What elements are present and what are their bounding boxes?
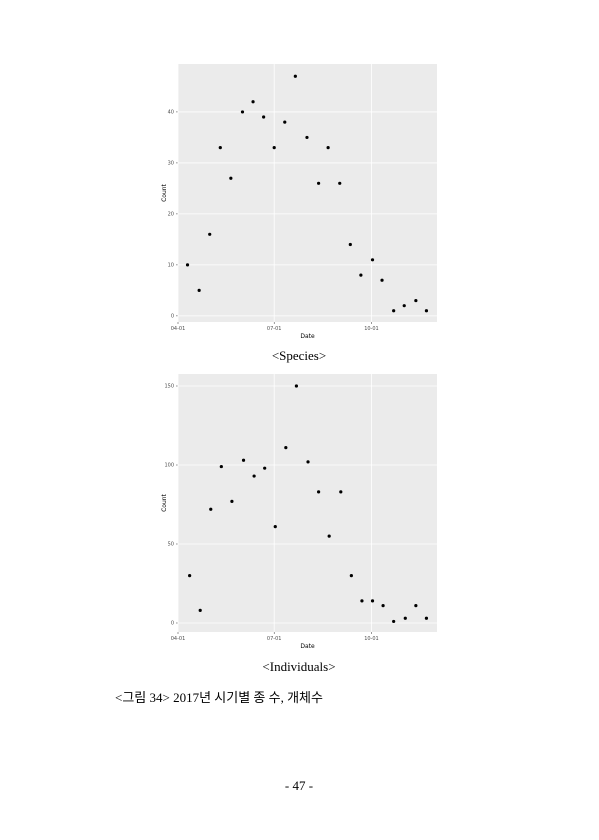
- data-point: [263, 466, 267, 470]
- data-point: [198, 608, 202, 612]
- data-point: [219, 464, 223, 469]
- data-point: [197, 288, 201, 292]
- data-point: [339, 490, 343, 494]
- data-point: [283, 120, 287, 124]
- data-point: [273, 525, 277, 529]
- data-point: [229, 176, 233, 180]
- data-point: [326, 146, 330, 150]
- y-axis-title: Count: [161, 493, 168, 511]
- figure-caption: <그림 34> 2017년 시기별 종 수, 개체수: [115, 690, 323, 705]
- data-point: [272, 146, 276, 150]
- data-point: [208, 232, 212, 236]
- data-point: [360, 599, 364, 603]
- y-axis-title: Count: [161, 183, 168, 201]
- data-point: [262, 115, 266, 119]
- data-point: [338, 181, 342, 185]
- data-point: [188, 573, 192, 578]
- plot-panel: [178, 374, 437, 632]
- data-point: [294, 384, 298, 388]
- data-point: [381, 604, 385, 608]
- x-tick-label: 04-01: [171, 326, 186, 332]
- data-point: [414, 604, 418, 608]
- y-tick-label: 0: [171, 314, 174, 320]
- data-point: [403, 616, 407, 620]
- data-point: [348, 242, 352, 247]
- data-point: [349, 573, 353, 578]
- data-point: [370, 599, 375, 603]
- data-point: [424, 309, 429, 313]
- y-tick-label: 0: [171, 621, 174, 627]
- plot-panel: [178, 64, 437, 322]
- y-tick-label: 150: [164, 384, 174, 390]
- y-tick-label: 20: [168, 212, 174, 218]
- x-axis-title: Date: [300, 333, 315, 340]
- data-point: [317, 181, 321, 185]
- data-point: [293, 74, 297, 78]
- data-point: [252, 474, 256, 478]
- data-point: [402, 304, 406, 308]
- x-tick-label: 10-01: [364, 326, 379, 332]
- chart-caption: <Individuals>: [262, 659, 335, 674]
- data-point: [359, 273, 363, 277]
- x-axis-title: Date: [300, 643, 315, 650]
- data-point: [241, 458, 246, 462]
- data-point: [424, 616, 429, 620]
- y-tick-label: 50: [168, 542, 174, 548]
- data-point: [414, 298, 418, 303]
- data-point: [392, 619, 396, 624]
- y-tick-label: 40: [168, 110, 174, 116]
- data-point: [305, 135, 309, 140]
- data-point: [230, 499, 234, 503]
- x-tick-label: 07-01: [267, 636, 282, 642]
- data-point: [284, 446, 288, 450]
- y-tick-label: 100: [164, 463, 174, 469]
- y-tick-label: 10: [168, 263, 174, 269]
- y-tick-label: 30: [168, 161, 174, 167]
- data-point: [240, 110, 245, 114]
- data-point: [251, 100, 255, 104]
- x-tick-label: 10-01: [364, 636, 379, 642]
- chart-caption: <Species>: [272, 348, 326, 363]
- data-point: [392, 309, 396, 313]
- data-point: [317, 490, 321, 494]
- page-number: - 47 -: [285, 778, 313, 793]
- x-tick-label: 04-01: [171, 636, 186, 642]
- data-point: [218, 146, 222, 150]
- data-point: [185, 263, 190, 267]
- data-point: [370, 258, 375, 262]
- data-point: [380, 278, 384, 282]
- data-point: [306, 460, 310, 464]
- data-point: [327, 534, 331, 538]
- data-point: [209, 507, 213, 511]
- x-tick-label: 07-01: [267, 326, 282, 332]
